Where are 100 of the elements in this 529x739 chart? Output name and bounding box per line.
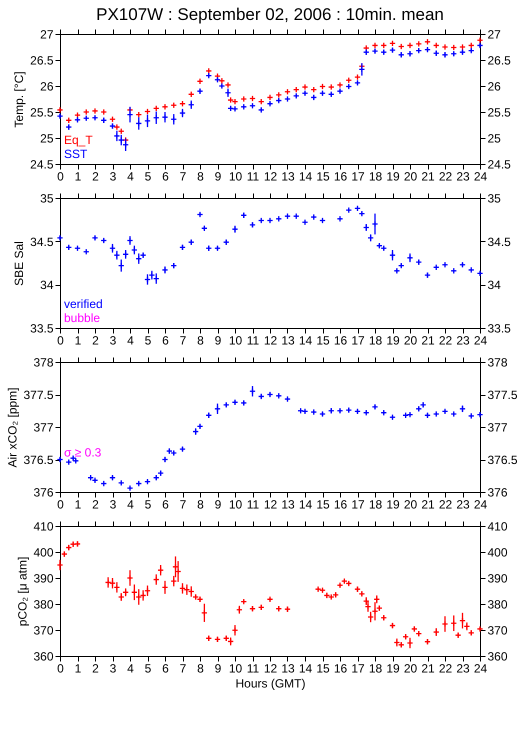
x-tick-label: 14 <box>298 662 312 676</box>
x-tick-label: 4 <box>127 498 134 512</box>
x-tick-label: 18 <box>368 170 382 184</box>
x-tick-label: 12 <box>264 662 278 676</box>
y2-tick-label: 360 <box>488 650 508 664</box>
x-tick-label: 4 <box>127 170 134 184</box>
x-tick-label: 6 <box>162 170 170 184</box>
x-tick-label: 1 <box>74 170 82 184</box>
text: verified <box>64 297 103 311</box>
y2-tick-label: 34.5 <box>488 234 512 249</box>
x-tick-label: 16 <box>334 170 348 184</box>
y-tick-label: 360 <box>33 650 54 664</box>
x-axis-title: Hours (GMT) <box>236 676 306 690</box>
annotation: σ ≥ 0.3 <box>64 446 102 460</box>
y2-tick-label: 376 <box>488 486 508 500</box>
y-tick-label: 34 <box>40 278 54 292</box>
y-tick-label: 25 <box>40 132 54 146</box>
x-tick-label: 3 <box>110 170 117 184</box>
x-tick-label: 18 <box>368 334 382 348</box>
y-tick-label: 400 <box>33 546 54 560</box>
x-tick-label: 24 <box>474 662 488 676</box>
x-tick-label: 18 <box>368 662 382 676</box>
y-axis-title: SBE Sal <box>12 241 26 286</box>
x-tick-label: 17 <box>351 498 365 512</box>
x-tick-label: 11 <box>246 498 260 512</box>
x-tick-label: 15 <box>316 498 330 512</box>
x-tick-label: 8 <box>197 170 204 184</box>
x-tick-label: 3 <box>110 498 117 512</box>
x-tick-label: 16 <box>334 334 348 348</box>
y-tick-label: 370 <box>33 624 54 638</box>
x-tick-label: 1 <box>74 498 82 512</box>
x-tick-label: 2 <box>92 662 100 676</box>
x-tick-label: 10 <box>228 170 242 184</box>
x-tick-label: 13 <box>281 498 295 512</box>
x-tick-label: 21 <box>421 170 435 184</box>
y2-tick-label: 377.5 <box>488 388 518 402</box>
y2-tick-label: 25 <box>488 132 502 146</box>
x-tick-label: 19 <box>386 498 400 512</box>
x-tick-label: 3 <box>110 662 117 676</box>
x-tick-label: 16 <box>334 498 348 512</box>
x-tick-label: 22 <box>438 334 452 348</box>
x-tick-label: 0 <box>57 498 64 512</box>
x-tick-label: 20 <box>404 334 418 348</box>
y-tick-label: 376 <box>33 486 54 500</box>
x-tick-label: 19 <box>386 662 400 676</box>
y2-tick-label: 410 <box>488 520 508 534</box>
series-label: SST <box>64 147 88 161</box>
chart-title: PX107W : September 02, 2006 : 10min. mean <box>96 5 444 24</box>
x-tick-label: 6 <box>162 662 170 676</box>
x-tick-label: 21 <box>421 334 435 348</box>
x-tick-label: 11 <box>246 662 260 676</box>
x-tick-label: 23 <box>456 662 470 676</box>
x-tick-label: 8 <box>197 662 204 676</box>
x-tick-label: 5 <box>144 498 152 512</box>
x-tick-label: 3 <box>110 334 117 348</box>
x-tick-label: 4 <box>127 662 134 676</box>
x-tick-label: 11 <box>246 334 260 348</box>
y-tick-label: 376.5 <box>23 453 54 467</box>
y-tick-label: 26 <box>40 80 54 94</box>
x-tick-label: 13 <box>281 334 295 348</box>
x-tick-label: 23 <box>456 334 470 348</box>
x-tick-label: 17 <box>351 662 365 676</box>
x-tick-label: 19 <box>386 170 400 184</box>
y2-tick-label: 25.5 <box>488 106 512 120</box>
x-tick-label: 15 <box>316 334 330 348</box>
y-tick-label: 378 <box>33 356 54 370</box>
y2-tick-label: 378 <box>488 356 508 370</box>
x-tick-label: 7 <box>180 662 187 676</box>
x-tick-label: 9 <box>214 170 222 184</box>
x-tick-label: 11 <box>246 170 260 184</box>
x-tick-label: 23 <box>456 498 470 512</box>
x-tick-label: 21 <box>421 498 435 512</box>
y2-tick-label: 26.5 <box>488 54 512 68</box>
x-tick-label: 7 <box>180 334 187 348</box>
x-tick-label: 2 <box>92 170 100 184</box>
x-tick-label: 23 <box>456 170 470 184</box>
x-tick-label: 20 <box>404 662 418 676</box>
y-tick-label: 377 <box>33 420 54 434</box>
y-tick-label: 24.5 <box>30 158 54 172</box>
x-tick-label: 2 <box>92 498 100 512</box>
y-tick-label: 377.5 <box>23 388 54 402</box>
y2-tick-label: 24.5 <box>488 158 512 172</box>
x-tick-label: 5 <box>144 334 152 348</box>
y-tick-label: 380 <box>33 598 54 612</box>
x-tick-label: 24 <box>474 334 488 348</box>
x-tick-label: 6 <box>162 498 170 512</box>
x-tick-label: 12 <box>264 334 278 348</box>
x-tick-label: 17 <box>351 334 365 348</box>
x-tick-label: 12 <box>264 170 278 184</box>
x-tick-label: 8 <box>197 498 204 512</box>
x-tick-label: 7 <box>180 170 187 184</box>
x-tick-label: 22 <box>438 170 452 184</box>
x-tick-label: 14 <box>298 334 312 348</box>
x-tick-label: 13 <box>281 170 295 184</box>
y-tick-label: 33.5 <box>30 322 54 336</box>
x-tick-label: 10 <box>228 662 242 676</box>
x-tick-label: 15 <box>316 662 330 676</box>
x-tick-label: 21 <box>421 662 435 676</box>
x-tick-label: 5 <box>144 170 152 184</box>
x-tick-label: 22 <box>438 662 452 676</box>
